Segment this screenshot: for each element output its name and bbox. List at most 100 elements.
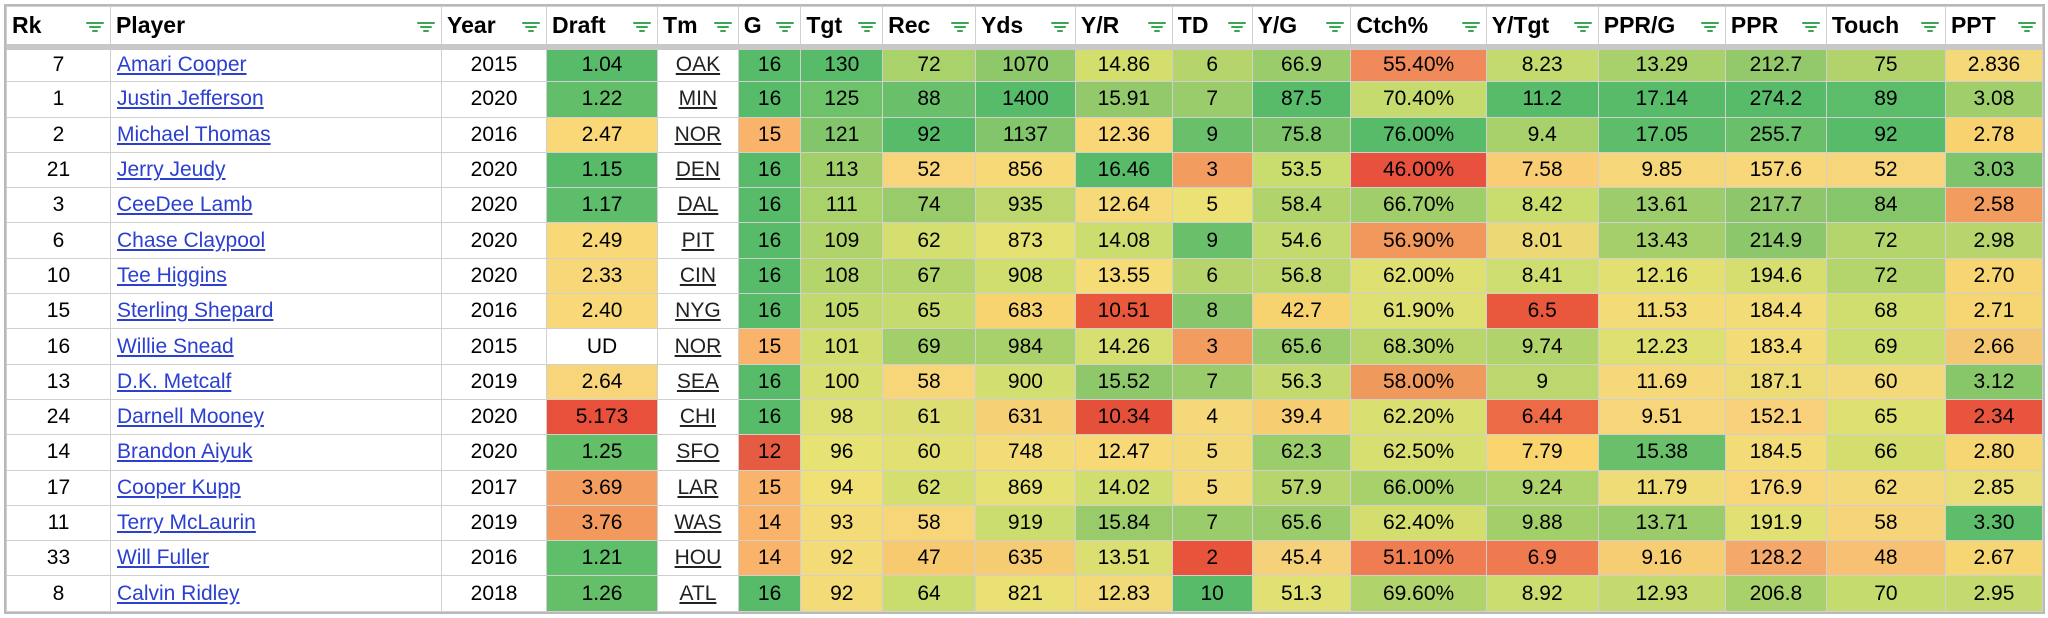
player-link[interactable]: Will Fuller [116,546,210,570]
column-header-yds[interactable]: Yds [974,6,1076,50]
team-link[interactable]: NOR [674,334,722,358]
cell-ctch-pct: 61.90% [1350,293,1487,330]
column-header-tgt[interactable]: Tgt [800,6,884,50]
player-link[interactable]: Michael Thomas [116,122,271,146]
player-link[interactable]: D.K. Metcalf [116,369,232,393]
filter-icon[interactable] [417,20,436,34]
cell-tm: OAK [657,45,739,83]
team-link[interactable]: NOR [674,122,722,146]
team-link[interactable]: WAS [674,511,722,534]
cell-y-g: 51.3 [1251,575,1352,612]
team-link[interactable]: MIN [678,87,718,111]
player-link[interactable]: Jerry Jeudy [116,158,226,182]
cell-year: 2020 [441,257,548,295]
team-link[interactable]: SFO [676,440,720,464]
column-header-td[interactable]: TD [1171,6,1253,50]
team-link[interactable]: ATL [679,581,717,605]
filter-icon[interactable] [1326,20,1345,34]
cell-player: Jerry Jeudy [109,151,443,189]
filter-icon[interactable] [1227,20,1246,34]
cell-year: 2016 [441,293,548,330]
column-header-label: Draft [552,12,606,39]
filter-icon[interactable] [633,20,652,34]
cell-ppt: 2.98 [1944,222,2044,259]
team-link[interactable]: CIN [679,263,716,287]
filter-icon[interactable] [1700,20,1719,34]
player-link[interactable]: Justin Jefferson [116,87,264,111]
column-header-year[interactable]: Year [441,6,548,50]
cell-y-tgt: 11.2 [1485,81,1599,118]
column-header-draft[interactable]: Draft [546,6,659,50]
cell-y-r: 12.83 [1074,575,1173,612]
cell-draft: 2.33 [546,257,659,295]
filter-icon[interactable] [1920,20,1939,34]
filter-icon[interactable] [776,20,795,34]
team-link[interactable]: HOU [674,546,722,570]
cell-touch: 58 [1825,504,1946,542]
column-header-ppt[interactable]: PPT [1944,6,2044,50]
team-link[interactable]: CHI [679,405,716,429]
player-link[interactable]: Willie Snead [116,334,234,358]
player-link[interactable]: Chase Claypool [116,228,266,252]
cell-g: 15 [737,328,802,365]
column-header-touch[interactable]: Touch [1825,6,1946,50]
cell-y-g: 65.6 [1251,328,1352,365]
player-link[interactable]: Amari Cooper [116,53,247,77]
cell-rk: 3 [6,187,111,224]
column-header-y-tgt[interactable]: Y/Tgt [1485,6,1599,50]
filter-icon[interactable] [1573,20,1592,34]
cell-touch: 68 [1825,293,1946,330]
cell-tgt: 92 [800,540,884,577]
cell-player: Justin Jefferson [109,81,443,118]
column-header-ctch-pct[interactable]: Ctch% [1350,6,1487,50]
filter-icon[interactable] [950,20,969,34]
team-link[interactable]: PIT [681,228,715,252]
filter-icon[interactable] [2018,20,2036,34]
team-link[interactable]: SEA [676,369,719,393]
cell-ppr: 176.9 [1724,469,1827,506]
cell-tgt: 109 [800,222,884,259]
filter-icon[interactable] [1050,20,1069,34]
filter-icon[interactable] [1147,20,1166,34]
filter-icon[interactable] [713,20,732,34]
player-link[interactable]: Tee Higgins [116,263,227,287]
cell-rec: 72 [882,45,976,83]
filter-icon[interactable] [858,20,877,34]
column-header-player[interactable]: Player [109,6,443,50]
cell-yds: 1070 [974,45,1076,83]
cell-tm: PIT [657,222,739,259]
cell-g: 16 [737,257,802,295]
column-header-rec[interactable]: Rec [882,6,976,50]
team-link[interactable]: OAK [675,53,721,77]
player-link[interactable]: Cooper Kupp [116,475,241,499]
cell-rk: 6 [6,222,111,259]
filter-icon[interactable] [85,20,104,34]
cell-ppr: 212.7 [1724,45,1827,83]
column-header-g[interactable]: G [737,6,802,50]
player-link[interactable]: CeeDee Lamb [116,193,253,217]
column-header-y-r[interactable]: Y/R [1074,6,1173,50]
team-link[interactable]: NYG [675,299,721,323]
cell-g: 12 [737,434,802,471]
team-link[interactable]: DAL [677,193,719,217]
filter-icon[interactable] [522,20,541,34]
column-header-ppr[interactable]: PPR [1724,6,1827,50]
player-link[interactable]: Calvin Ridley [116,581,240,605]
cell-tm: HOU [657,540,739,577]
cell-draft: 1.15 [546,151,659,189]
team-link[interactable]: LAR [677,475,719,499]
player-link[interactable]: Brandon Aiyuk [116,440,253,464]
column-header-tm[interactable]: Tm [657,6,739,50]
team-link[interactable]: DEN [675,158,721,182]
filter-icon[interactable] [1461,20,1480,34]
column-header-rk[interactable]: Rk [6,6,111,50]
cell-y-g: 53.5 [1251,151,1352,189]
player-link[interactable]: Darnell Mooney [116,405,265,429]
filter-icon[interactable] [1801,20,1820,34]
player-link[interactable]: Sterling Shepard [116,299,274,323]
column-header-ppr-g[interactable]: PPR/G [1597,6,1726,50]
column-header-y-g[interactable]: Y/G [1251,6,1352,50]
player-link[interactable]: Terry McLaurin [116,511,256,534]
cell-tgt: 98 [800,398,884,436]
cell-tgt: 111 [800,187,884,224]
